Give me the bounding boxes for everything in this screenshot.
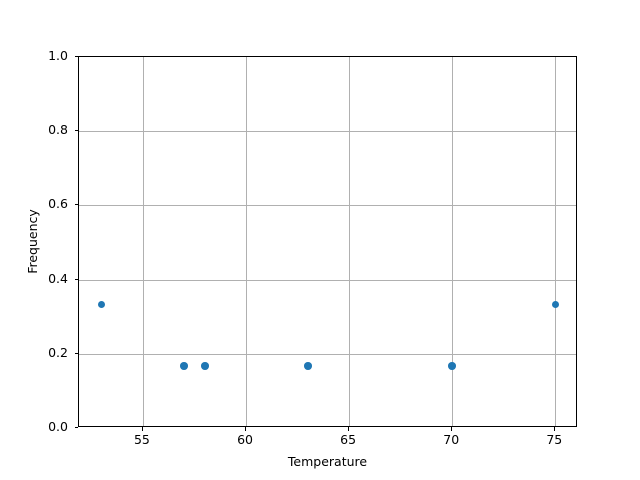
plot-axes bbox=[78, 56, 577, 427]
x-gridline bbox=[142, 57, 144, 426]
x-axis-tick-label: 75 bbox=[546, 432, 563, 447]
x-axis-tick-label: 60 bbox=[237, 432, 253, 447]
y-axis-tick bbox=[74, 130, 78, 132]
y-axis-tick bbox=[74, 204, 78, 206]
x-axis-tick bbox=[245, 427, 247, 431]
y-gridline bbox=[79, 131, 576, 133]
y-gridline bbox=[79, 353, 576, 355]
y-axis-tick-label: 0.6 bbox=[48, 196, 68, 212]
y-axis-tick bbox=[74, 352, 78, 354]
x-axis-tick bbox=[554, 427, 556, 431]
x-gridline bbox=[349, 57, 351, 426]
y-axis-tick-label: 1.0 bbox=[48, 48, 68, 63]
y-axis-tick-label: 0.8 bbox=[48, 122, 68, 138]
y-axis-tick bbox=[74, 56, 78, 57]
scatter-point bbox=[448, 362, 456, 370]
y-axis-tick-label: 0.0 bbox=[48, 419, 68, 434]
y-axis-label: Frequency bbox=[25, 209, 40, 274]
scatter-point bbox=[304, 362, 312, 370]
scatter-point bbox=[201, 362, 209, 370]
scatter-point bbox=[551, 300, 560, 309]
y-axis-tick-label: 0.2 bbox=[48, 344, 68, 360]
x-axis-tick-label: 55 bbox=[133, 432, 150, 447]
y-axis-tick bbox=[74, 278, 78, 280]
x-axis-tick bbox=[348, 427, 350, 431]
x-axis-tick-label: 65 bbox=[340, 432, 357, 447]
x-gridline bbox=[452, 57, 454, 426]
x-gridline bbox=[555, 57, 557, 426]
scatter-point bbox=[180, 362, 188, 370]
scatter-point bbox=[97, 300, 106, 309]
y-axis-tick bbox=[74, 427, 78, 428]
x-gridline bbox=[246, 57, 248, 426]
y-gridline bbox=[79, 205, 576, 207]
x-axis-label: Temperature bbox=[287, 454, 368, 469]
x-axis-tick-label: 70 bbox=[443, 432, 460, 447]
x-axis-tick bbox=[451, 427, 453, 431]
x-axis-tick bbox=[141, 427, 143, 431]
y-gridline bbox=[79, 279, 576, 281]
y-axis-tick-label: 0.4 bbox=[48, 270, 68, 286]
